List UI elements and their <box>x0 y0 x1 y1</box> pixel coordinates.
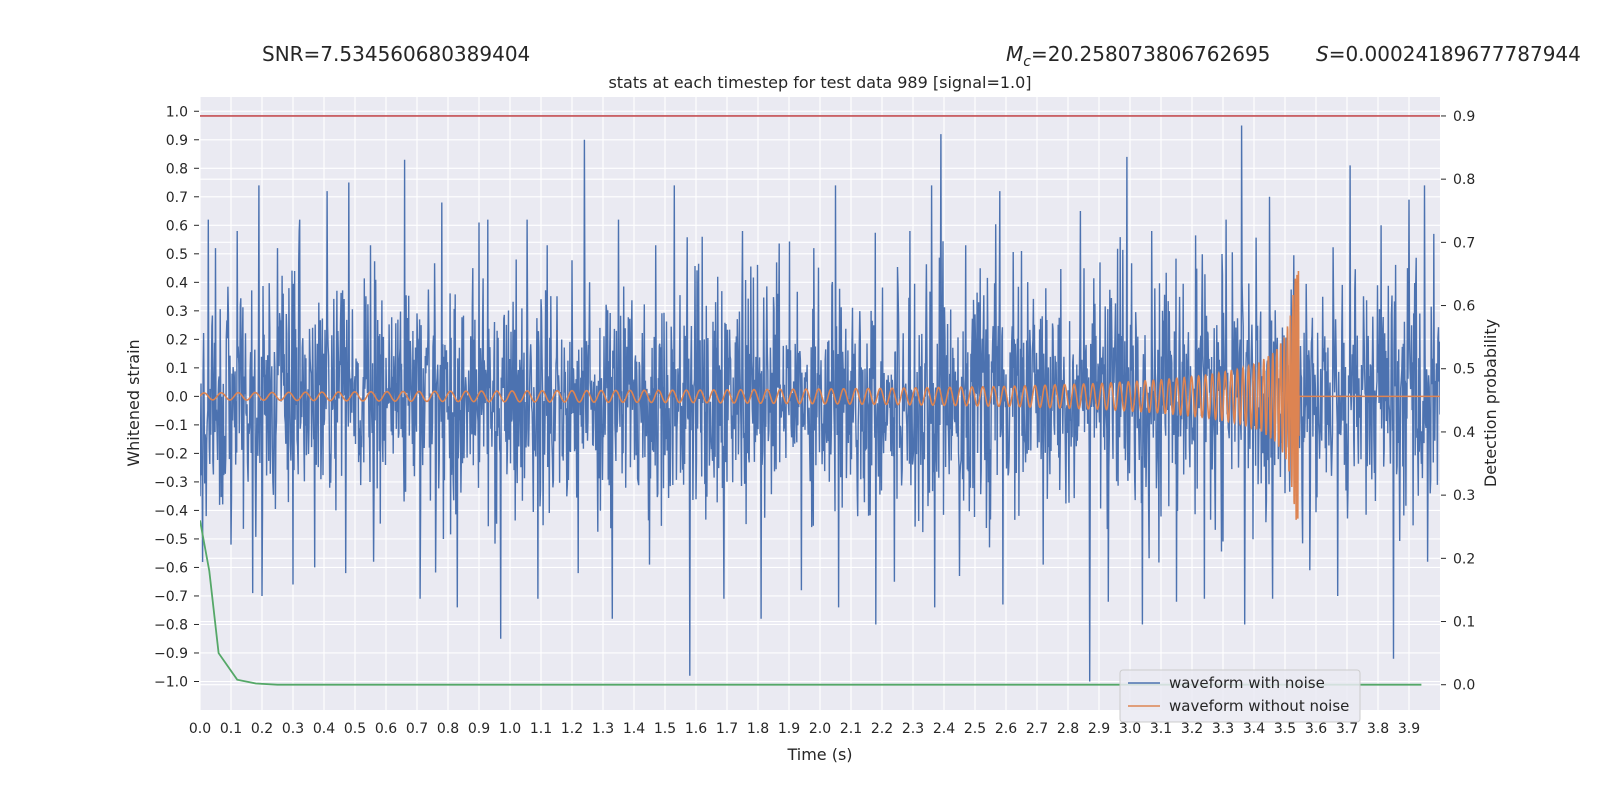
x-tick-label: 2.0 <box>809 721 831 737</box>
x-tick-label: 2.2 <box>871 721 893 737</box>
y2-axis-label: Detection probability <box>1481 319 1500 487</box>
legend: waveform with noise waveform without noi… <box>1119 669 1361 723</box>
x-tick-label: 2.3 <box>902 721 924 737</box>
x-tick-label: 3.6 <box>1305 721 1327 737</box>
legend-box <box>1119 669 1361 723</box>
x-tick-label: 3.2 <box>1181 721 1203 737</box>
x-tick-label: 3.7 <box>1336 721 1358 737</box>
x-tick-label: 1.1 <box>530 721 552 737</box>
y-tick-label: 0.6 <box>166 218 188 234</box>
series-waveform-with-noise <box>200 125 1440 682</box>
s-value: =0.00024189677787944 <box>1329 42 1581 66</box>
x-tick-label: 1.5 <box>654 721 676 737</box>
legend-label-noisy: waveform with noise <box>1169 674 1325 692</box>
x-tick-label: 0.4 <box>313 721 335 737</box>
y-tick-label: 0.7 <box>166 190 188 206</box>
x-tick-label: 1.4 <box>623 721 645 737</box>
y-tick-label: 0.9 <box>166 133 188 149</box>
y-tick-label: −0.9 <box>154 646 188 662</box>
x-tick-label: 1.6 <box>685 721 707 737</box>
x-tick-label: 3.1 <box>1150 721 1172 737</box>
x-tick-label: 1.8 <box>747 721 769 737</box>
y-tick-label: 1.0 <box>166 104 188 120</box>
x-tick-label: 2.5 <box>964 721 986 737</box>
y-tick-label: −0.6 <box>154 560 188 576</box>
y-tick-label: −0.2 <box>154 446 188 462</box>
y2-tick-label: 0.1 <box>1453 615 1475 631</box>
x-axis-label: Time (s) <box>786 745 852 764</box>
y-axis-label: Whitened strain <box>124 339 143 466</box>
x-axis-ticks: 0.0 0.1 0.2 0.3 0.4 0.5 0.6 0.7 0.8 0.9 1.0 1.1 1.2 1… <box>189 721 1420 737</box>
series-waveform-without-noise <box>200 270 1440 520</box>
legend-label-clean: waveform without noise <box>1169 697 1349 715</box>
chart-title: stats at each timestep for test data 989… <box>608 73 1031 92</box>
y2-axis-ticks: 0.9 0.8 0.7 0.6 0.5 0.4 0.3 0.2 0.1 0.0 <box>1441 109 1475 694</box>
x-tick-label: 2.6 <box>995 721 1017 737</box>
y-tick-label: −0.4 <box>154 503 188 519</box>
chirp-mass-subscript: c <box>1023 54 1031 70</box>
x-tick-label: 3.9 <box>1398 721 1420 737</box>
chirp-mass-label: Mc=20.258073806762695 <box>1006 42 1270 70</box>
x-tick-label: 3.0 <box>1119 721 1141 737</box>
y2-tick-label: 0.7 <box>1453 235 1475 251</box>
y2-tick-label: 0.9 <box>1453 109 1475 125</box>
y-tick-label: 0.3 <box>166 304 188 320</box>
snr-label: SNR=7.534560680389404 <box>262 42 530 66</box>
x-tick-label: 0.8 <box>437 721 459 737</box>
x-tick-label: 1.2 <box>561 721 583 737</box>
chirp-mass-symbol: M <box>1006 42 1023 66</box>
x-tick-label: 1.0 <box>499 721 521 737</box>
y-tick-label: 0.4 <box>166 275 188 291</box>
x-tick-label: 2.9 <box>1088 721 1110 737</box>
y2-tick-label: 0.3 <box>1453 488 1475 504</box>
x-tick-label: 0.2 <box>251 721 273 737</box>
series-detection-probability <box>200 520 1422 686</box>
x-tick-label: 1.3 <box>592 721 614 737</box>
s-label: S=0.00024189677787944 <box>1316 42 1581 66</box>
x-tick-label: 1.7 <box>716 721 738 737</box>
x-tick-label: 0.5 <box>344 721 366 737</box>
s-symbol: S <box>1316 42 1329 66</box>
chirp-mass-value: =20.258073806762695 <box>1031 42 1270 66</box>
x-tick-label: 3.5 <box>1274 721 1296 737</box>
y-tick-label: 0.5 <box>166 247 188 263</box>
y-tick-label: 0.8 <box>166 161 188 177</box>
y2-tick-label: 0.4 <box>1453 425 1475 441</box>
y-tick-label: 0.0 <box>166 389 188 405</box>
x-tick-label: 2.7 <box>1026 721 1048 737</box>
x-tick-label: 1.9 <box>778 721 800 737</box>
y2-tick-label: 0.2 <box>1453 551 1475 567</box>
y-tick-label: −0.7 <box>154 589 188 605</box>
x-tick-label: 3.3 <box>1212 721 1234 737</box>
y2-tick-label: 0.6 <box>1453 299 1475 315</box>
x-tick-label: 2.8 <box>1057 721 1079 737</box>
y-tick-label: −0.3 <box>154 475 188 491</box>
series-layer <box>200 115 1440 686</box>
x-tick-label: 0.9 <box>468 721 490 737</box>
y-tick-label: −1.0 <box>154 674 188 690</box>
x-tick-label: 3.8 <box>1367 721 1389 737</box>
x-tick-label: 0.6 <box>375 721 397 737</box>
x-tick-label: 0.0 <box>189 721 211 737</box>
y-tick-label: −0.5 <box>154 532 188 548</box>
y2-tick-label: 0.8 <box>1453 172 1475 188</box>
x-tick-label: 0.7 <box>406 721 428 737</box>
x-tick-label: 0.1 <box>220 721 242 737</box>
x-tick-label: 0.3 <box>282 721 304 737</box>
x-tick-label: 2.1 <box>840 721 862 737</box>
y-tick-label: 0.2 <box>166 332 188 348</box>
y-tick-label: −0.1 <box>154 418 188 434</box>
y-tick-label: −0.8 <box>154 617 188 633</box>
x-tick-label: 3.4 <box>1243 721 1265 737</box>
x-tick-label: 2.4 <box>933 721 955 737</box>
y-tick-label: 0.1 <box>166 361 188 377</box>
y2-tick-label: 0.5 <box>1453 362 1475 378</box>
y2-tick-label: 0.0 <box>1453 678 1475 694</box>
y-axis-ticks: 1.0 0.9 0.8 0.7 0.6 0.5 0.4 0.3 0.2 0.1 0.0 −0.1 −0.… <box>154 104 199 690</box>
